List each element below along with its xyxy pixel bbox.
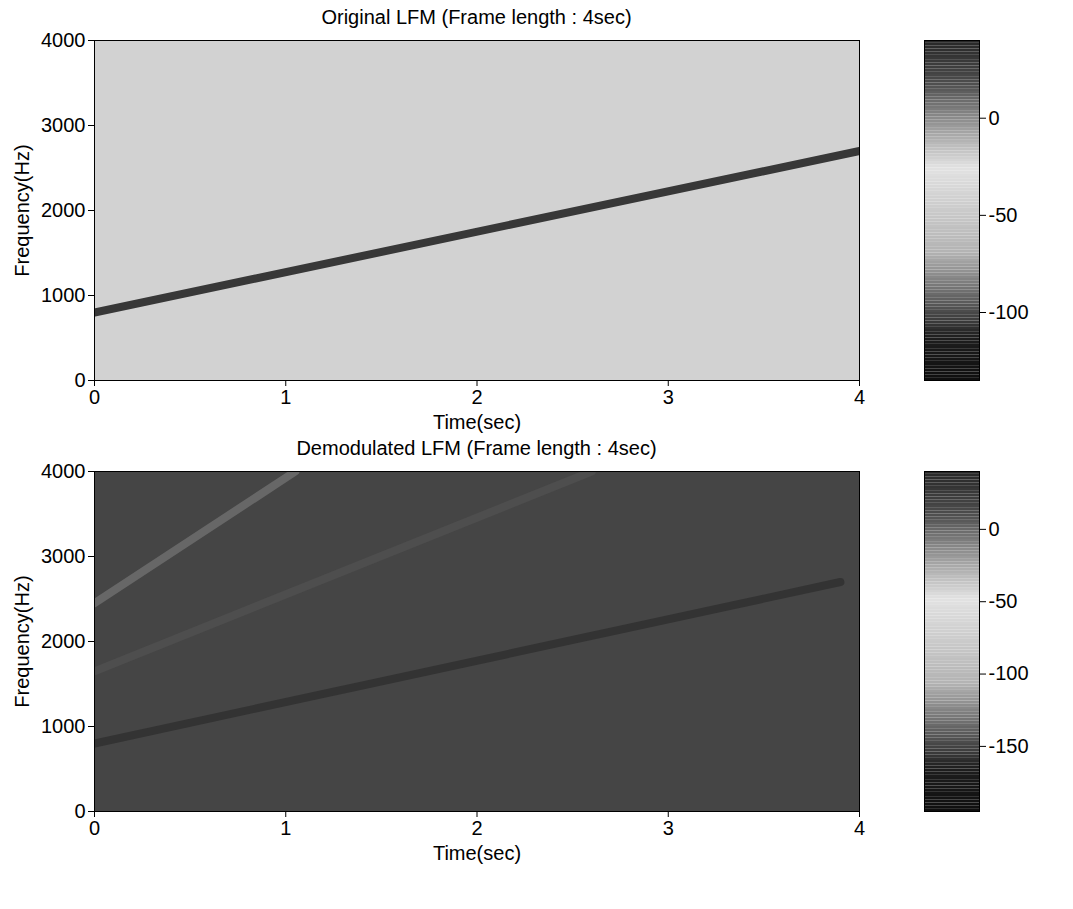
svg-text:1000: 1000 [41,284,86,306]
svg-text:Time(sec): Time(sec) [433,842,521,864]
svg-text:2000: 2000 [41,630,86,652]
svg-text:-150: -150 [989,735,1029,757]
svg-text:3000: 3000 [41,114,86,136]
svg-text:-100: -100 [989,301,1029,323]
svg-text:2000: 2000 [41,199,86,221]
svg-text:1: 1 [280,386,291,408]
svg-text:1000: 1000 [41,715,86,737]
svg-text:-50: -50 [989,590,1018,612]
svg-text:0: 0 [989,107,1000,129]
svg-text:0: 0 [89,817,100,839]
svg-text:-50: -50 [989,204,1018,226]
svg-text:4000: 4000 [41,30,86,51]
svg-text:0: 0 [89,386,100,408]
svg-text:Frequency(Hz): Frequency(Hz) [11,575,33,707]
html-text:Demodulated LFM (Frame length: Demodulated LFM (Frame length : 4sec) [296,437,657,459]
svg-text:1: 1 [280,817,291,839]
svg-text:Frequency(Hz): Frequency(Hz) [11,144,33,276]
svg-text:2: 2 [471,386,482,408]
svg-text:0: 0 [74,369,85,391]
svg-text:2: 2 [471,817,482,839]
svg-text:3000: 3000 [41,545,86,567]
svg-text:-100: -100 [989,662,1029,684]
svg-text:Time(sec): Time(sec) [433,411,521,433]
svg-text:4000: 4000 [41,461,86,482]
svg-text:0: 0 [74,800,85,822]
svg-text:3: 3 [663,386,674,408]
svg-text:4: 4 [854,386,865,408]
svg-text:0: 0 [989,518,1000,540]
svg-text:4: 4 [854,817,865,839]
svg-text:3: 3 [663,817,674,839]
html-text:Original LFM (Frame length : 4: Original LFM (Frame length : 4sec) [321,6,632,28]
